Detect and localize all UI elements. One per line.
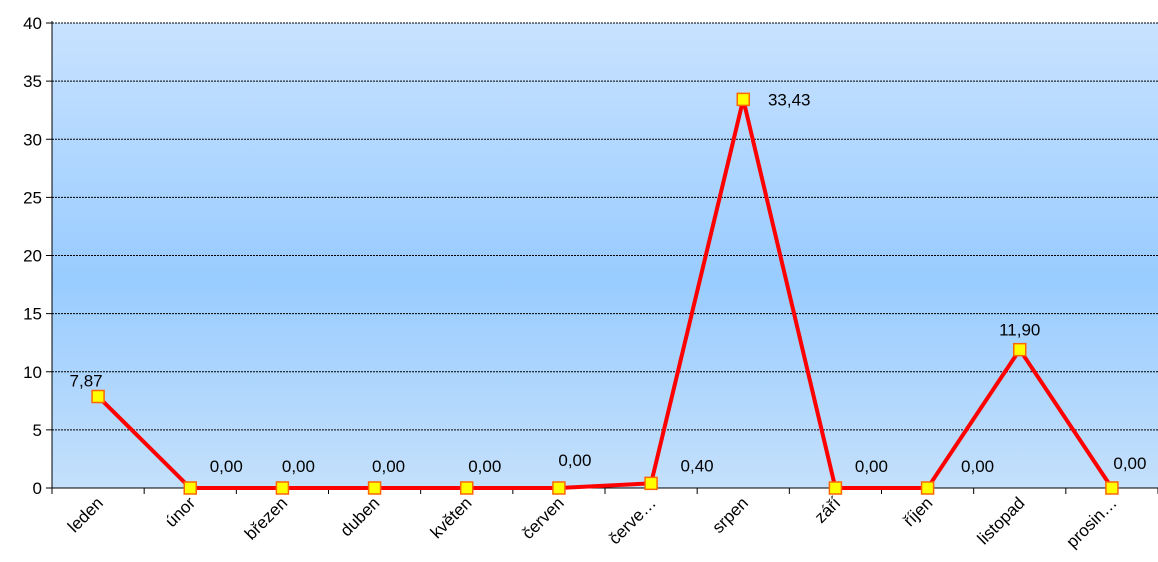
x-tick-label: únor <box>162 493 200 531</box>
y-tick-label: 20 <box>23 247 42 266</box>
y-tick-label: 25 <box>23 188 42 207</box>
y-tick-label: 5 <box>33 421 42 440</box>
y-tick-label: 40 <box>23 14 42 33</box>
series-line <box>96 98 1114 490</box>
data-label: 7,87 <box>70 372 103 391</box>
data-label: 0,00 <box>558 451 591 470</box>
x-tick-label: listopad <box>974 493 1029 548</box>
data-point <box>460 481 474 495</box>
data-point <box>1105 481 1119 495</box>
data-point <box>367 481 382 495</box>
x-tick-label: květen <box>427 493 476 542</box>
data-label: 0,00 <box>210 457 243 476</box>
y-tick-label: 10 <box>23 363 42 382</box>
data-label: 11,90 <box>999 321 1040 340</box>
data-label: 0,00 <box>372 457 405 476</box>
y-tick-label: 15 <box>23 305 42 324</box>
x-tick-label: duben <box>337 493 384 540</box>
data-label: 0,40 <box>681 456 714 475</box>
data-point <box>644 476 658 491</box>
data-point <box>91 389 105 404</box>
data-label: 33,43 <box>768 90 811 109</box>
x-tick-label: březen <box>241 493 291 543</box>
x-tick-label: září <box>811 493 845 527</box>
x-tick-label: červen <box>518 493 568 543</box>
data-point <box>552 481 566 495</box>
y-tick-label: 35 <box>23 72 42 91</box>
data-label: 0,00 <box>855 457 888 476</box>
x-tick-label: leden <box>64 493 107 536</box>
x-axis: leden únor březen duben květen červen červe… sr… <box>51 487 1158 552</box>
data-point <box>275 481 290 495</box>
data-point <box>736 92 750 107</box>
data-point <box>1013 342 1027 357</box>
x-tick-label: říjen <box>900 493 937 530</box>
x-tick-label: prosin… <box>1063 493 1121 551</box>
data-label: 0,00 <box>468 457 501 476</box>
y-tick-label: 30 <box>23 130 42 149</box>
data-point <box>920 481 935 495</box>
data-label: 0,00 <box>282 457 315 476</box>
data-label: 0,00 <box>961 457 994 476</box>
y-axis: 0 5 10 15 20 25 30 35 40 <box>23 14 53 498</box>
x-tick-label: srpen <box>709 493 753 537</box>
data-point <box>183 481 197 495</box>
data-point <box>828 481 843 495</box>
x-tick-label: červe… <box>605 493 660 548</box>
series-layer: 7,87 0,00 0,00 0,00 0,00 0,00 0,40 33,43 0,00 0,0… <box>70 90 1146 495</box>
y-tick-label: 0 <box>33 479 42 498</box>
grid-lines <box>52 22 1158 431</box>
data-label: 0,00 <box>1113 454 1146 473</box>
